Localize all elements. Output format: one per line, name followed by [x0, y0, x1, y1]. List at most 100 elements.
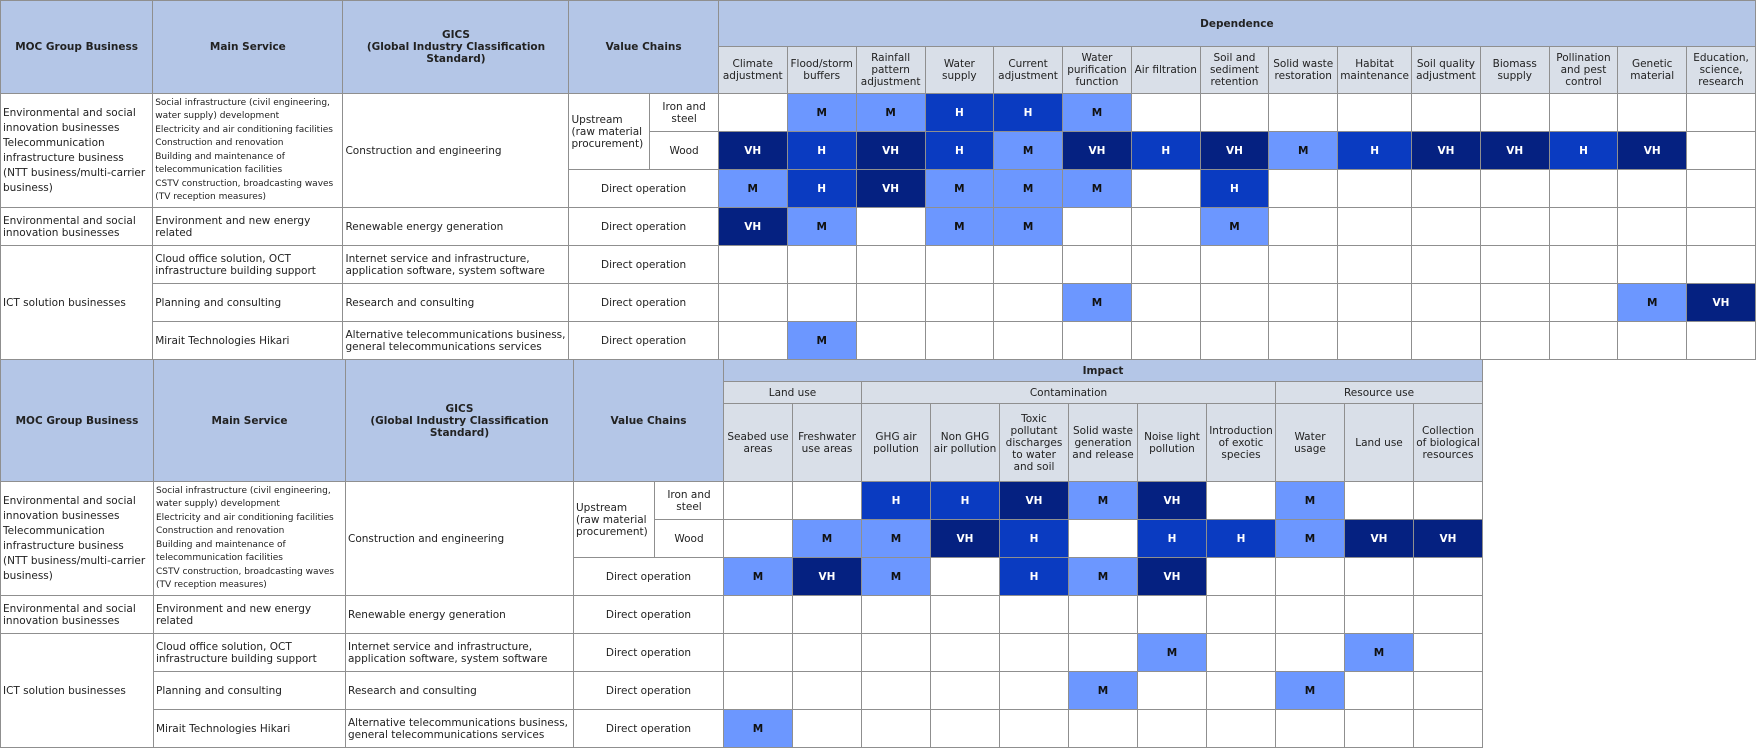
impact-level-cell: [792, 481, 862, 520]
dependence-level-cell: M: [993, 207, 1063, 246]
dependence-level-cell: [1410, 321, 1481, 360]
header-moc-group-business: MOC Group Business: [0, 0, 154, 94]
dependence-level-cell: [1410, 169, 1481, 208]
impact-level-cell: [1413, 557, 1483, 596]
dependence-level-cell: [993, 245, 1063, 284]
service-env-energy: Environment and new energy related: [152, 207, 344, 246]
value-chain-direct: Direct operation: [573, 595, 724, 634]
impact-level-cell: M: [1275, 481, 1345, 520]
impact-level-cell: [1344, 481, 1414, 520]
dependence-level-cell: [1617, 93, 1688, 132]
impact-level-cell: H: [1206, 519, 1276, 558]
service-construction-item: Building and maintenance of telecommunic…: [155, 151, 285, 176]
dependence-level-cell: [1479, 245, 1550, 284]
dependence-level-cell: [1479, 93, 1550, 132]
impact-level-cell: [792, 633, 862, 672]
dependence-level-cell: [1686, 93, 1756, 132]
impact-level-cell: [792, 709, 862, 748]
service-construction-item: Electricity and air conditioning facilit…: [156, 512, 334, 523]
dependence-level-cell: [993, 283, 1063, 322]
dependence-level-cell: [717, 245, 788, 284]
dependence-level-cell: [1548, 283, 1619, 322]
impact-level-cell: M: [1137, 633, 1207, 672]
header-gics-subtitle: (Global Industry Classification Standard…: [366, 41, 546, 65]
dependence-level-cell: [1337, 321, 1412, 360]
service-env-energy: Environment and new energy related: [153, 595, 346, 634]
service-planning: Planning and consulting: [153, 671, 346, 710]
dependence-level-cell: [1479, 321, 1550, 360]
impact-level-cell: [723, 595, 793, 634]
impact-level-cell: [1206, 671, 1276, 710]
dependence-level-cell: H: [1199, 169, 1270, 208]
value-chain-wood: Wood: [654, 519, 724, 558]
dependence-level-cell: [1130, 321, 1201, 360]
gics-research: Research and consulting: [345, 671, 574, 710]
dependence-level-cell: M: [1062, 283, 1132, 322]
dependence-table: MOC Group Business Main Service GICS (Gl…: [0, 0, 1756, 360]
impact-level-cell: [723, 633, 793, 672]
impact-level-cell: M: [861, 557, 931, 596]
impact-col-solid-waste-generation-and-release: Solid waste generation and release: [1068, 403, 1138, 482]
service-cloud: Cloud office solution, OCT infrastructur…: [152, 245, 344, 284]
business-env: Environmental and social innovation busi…: [0, 207, 154, 246]
impact-col-introduction-of-exotic-species: Introduction of exotic species: [1206, 403, 1276, 482]
dependence-level-cell: [1268, 245, 1339, 284]
impact-level-cell: [930, 595, 1000, 634]
dependence-col-rainfall-pattern-adjustment: Rainfall pattern adjustment: [855, 46, 926, 94]
gics-renewable: Renewable energy generation: [342, 207, 570, 246]
impact-col-toxic-pollutant-discharges-to-water-and-soil: Toxic pollutant discharges to water and …: [999, 403, 1069, 482]
impact-level-cell: [861, 709, 931, 748]
value-chain-direct: Direct operation: [573, 633, 724, 672]
impact-level-cell: [1068, 519, 1138, 558]
service-mirait: Mirait Technologies Hikari: [153, 709, 346, 748]
impact-level-cell: [1344, 557, 1414, 596]
dependence-level-cell: [717, 321, 788, 360]
impact-level-cell: H: [1137, 519, 1207, 558]
dependence-level-cell: VH: [717, 131, 788, 170]
impact-col-noise-light-pollution: Noise light pollution: [1137, 403, 1207, 482]
dependence-level-cell: H: [924, 131, 995, 170]
service-cloud: Cloud office solution, OCT infrastructur…: [153, 633, 346, 672]
service-construction-item: Electricity and air conditioning facilit…: [155, 124, 333, 135]
dependence-level-cell: [1548, 207, 1619, 246]
dependence-col-habitat-maintenance: Habitat maintenance: [1337, 46, 1412, 94]
impact-level-cell: [792, 671, 862, 710]
impact-level-cell: [1275, 709, 1345, 748]
dependence-level-cell: [1410, 93, 1481, 132]
header-gics-title: GICS: [445, 402, 474, 415]
header-gics-subtitle: (Global Industry Classification Standard…: [370, 414, 549, 439]
service-construction-item: Construction and renovation: [155, 138, 284, 148]
dependence-level-cell: M: [924, 207, 995, 246]
dependence-level-cell: [786, 283, 857, 322]
dependence-level-cell: [1268, 321, 1339, 360]
impact-level-cell: [1344, 595, 1414, 634]
service-construction: Social infrastructure (civil engineering…: [153, 481, 346, 596]
dependence-level-cell: M: [993, 131, 1063, 170]
impact-level-cell: M: [1068, 557, 1138, 596]
impact-level-cell: M: [1068, 671, 1138, 710]
impact-col-collection-of-biological-resources: Collection of biological resources: [1413, 403, 1483, 482]
dependence-level-cell: [924, 321, 995, 360]
business-ict: ICT solution businesses: [0, 245, 154, 360]
dependence-level-cell: [1130, 169, 1201, 208]
dependence-col-air-filtration: Air filtration: [1130, 46, 1201, 94]
dependence-level-cell: [1062, 245, 1132, 284]
dependence-level-cell: [924, 245, 995, 284]
dependence-level-cell: VH: [1062, 131, 1132, 170]
service-construction-item: CSTV construction, broadcasting waves (T…: [156, 566, 335, 591]
value-chain-direct: Direct operation: [573, 671, 724, 710]
gics-internet: Internet service and infrastructure, app…: [342, 245, 570, 284]
impact-level-cell: VH: [930, 519, 1000, 558]
dependence-level-cell: M: [924, 169, 995, 208]
dependence-level-cell: [1548, 245, 1619, 284]
header-value-chains: Value Chains: [568, 0, 719, 94]
dependence-level-cell: VH: [1199, 131, 1270, 170]
gics-construction: Construction and engineering: [342, 93, 570, 208]
impact-level-cell: [723, 671, 793, 710]
impact-level-cell: [1413, 633, 1483, 672]
service-construction-item: Construction and renovation: [156, 526, 285, 536]
dependence-level-cell: H: [993, 93, 1063, 132]
dependence-col-biomass-supply: Biomass supply: [1479, 46, 1550, 94]
dependence-level-cell: [1617, 169, 1688, 208]
dependence-level-cell: [1548, 321, 1619, 360]
